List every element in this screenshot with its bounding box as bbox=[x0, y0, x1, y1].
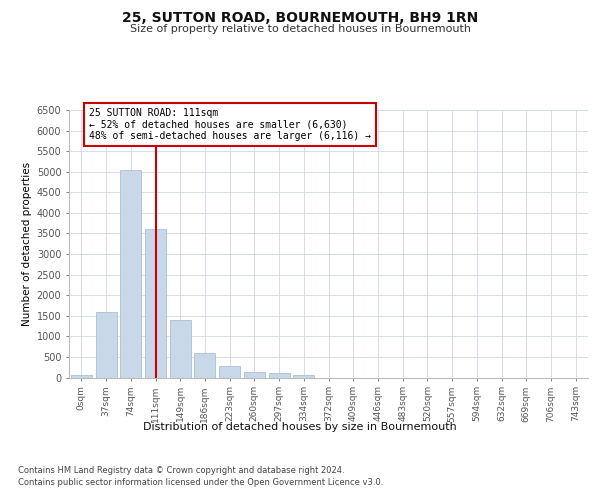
Text: Size of property relative to detached houses in Bournemouth: Size of property relative to detached ho… bbox=[130, 24, 470, 34]
Bar bbox=[194, 353, 215, 378]
Bar bbox=[170, 320, 191, 378]
Y-axis label: Number of detached properties: Number of detached properties bbox=[22, 162, 32, 326]
Bar bbox=[95, 312, 116, 378]
Bar bbox=[120, 170, 141, 378]
Text: Contains HM Land Registry data © Crown copyright and database right 2024.: Contains HM Land Registry data © Crown c… bbox=[18, 466, 344, 475]
Bar bbox=[293, 375, 314, 378]
Bar bbox=[71, 376, 92, 378]
Text: Contains public sector information licensed under the Open Government Licence v3: Contains public sector information licen… bbox=[18, 478, 383, 487]
Text: Distribution of detached houses by size in Bournemouth: Distribution of detached houses by size … bbox=[143, 422, 457, 432]
Bar bbox=[269, 374, 290, 378]
Text: 25, SUTTON ROAD, BOURNEMOUTH, BH9 1RN: 25, SUTTON ROAD, BOURNEMOUTH, BH9 1RN bbox=[122, 11, 478, 25]
Bar bbox=[145, 230, 166, 378]
Bar bbox=[219, 366, 240, 378]
Bar bbox=[244, 372, 265, 378]
Text: 25 SUTTON ROAD: 111sqm
← 52% of detached houses are smaller (6,630)
48% of semi-: 25 SUTTON ROAD: 111sqm ← 52% of detached… bbox=[89, 108, 371, 141]
